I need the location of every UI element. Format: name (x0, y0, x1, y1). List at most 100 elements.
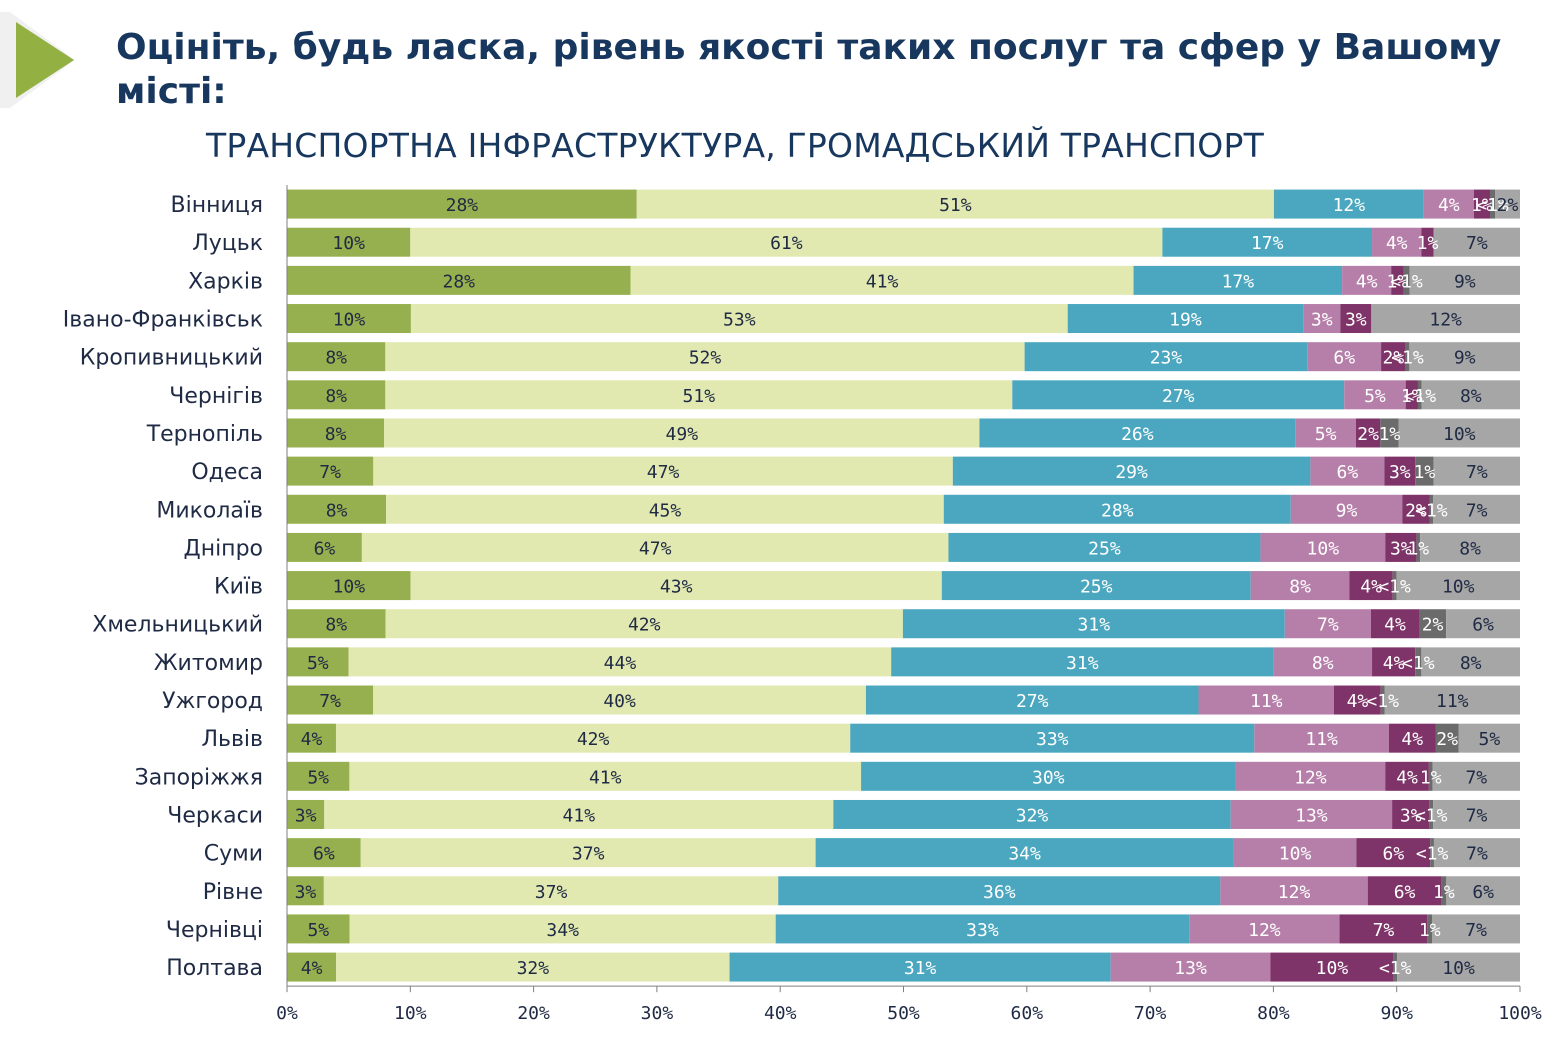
bar-segment (373, 456, 953, 486)
data-label: 7% (1466, 462, 1488, 483)
data-label: 10% (1443, 424, 1476, 445)
data-label: 31% (904, 958, 937, 979)
bar-segment (833, 799, 1231, 829)
bar-segment (1189, 914, 1340, 944)
bar-segment (348, 647, 892, 677)
data-label: 5% (1364, 386, 1386, 407)
bar-segment (385, 380, 1013, 410)
data-label: 3% (295, 882, 317, 903)
data-label: 41% (589, 767, 622, 788)
bar-segment (1433, 456, 1520, 486)
data-label: 5% (1315, 424, 1337, 445)
x-tick-label: 50% (887, 1003, 920, 1024)
data-label: <1% (1402, 653, 1435, 674)
bar-segment (941, 571, 1251, 601)
bar-segment (1024, 342, 1308, 372)
data-label: 2% (1497, 195, 1519, 216)
bar-segment (1403, 265, 1410, 295)
bar-segment (775, 914, 1190, 944)
data-label: 5% (307, 767, 329, 788)
category-label: Хмельницький (92, 613, 263, 638)
data-label: 2% (1436, 729, 1458, 750)
category-label: Луцьк (192, 231, 263, 256)
bar-segment (1420, 532, 1520, 562)
data-label: 4% (1386, 233, 1408, 254)
data-label: 7% (1465, 920, 1487, 941)
data-label: 8% (1460, 653, 1482, 674)
data-label: 13% (1295, 805, 1328, 826)
bar-segment (1441, 876, 1447, 906)
bar-segment (1385, 532, 1417, 562)
bar-segment (1356, 418, 1381, 448)
bar-segment (410, 304, 1068, 334)
data-label: 9% (1454, 271, 1476, 292)
bar-segment (1310, 456, 1385, 486)
data-label: 12% (1248, 920, 1281, 941)
data-label: 31% (1078, 615, 1111, 636)
bar-segment (1495, 189, 1520, 219)
category-label: Київ (214, 575, 263, 600)
bar-segment (1303, 304, 1341, 334)
bar-segment (943, 494, 1291, 524)
bar-segment (1402, 494, 1430, 524)
bar-segment (1230, 799, 1393, 829)
data-label: 7% (1317, 615, 1339, 636)
data-label: 8% (325, 615, 347, 636)
bar-segment (729, 952, 1111, 982)
data-label: 6% (313, 844, 335, 865)
bar-segment (1380, 685, 1385, 715)
data-label: <1% (1404, 386, 1437, 407)
data-label: 37% (572, 844, 605, 865)
data-label: 6% (1337, 462, 1359, 483)
bar-segment (287, 532, 362, 562)
bar-segment (1409, 265, 1520, 295)
bar-segment (287, 571, 411, 601)
bar-segment (287, 265, 631, 295)
chart-title: Оцініть, будь ласка, рівень якості таких… (116, 27, 1502, 112)
data-label: 3% (295, 805, 317, 826)
data-label: 7% (1373, 920, 1395, 941)
data-label: <1% (1476, 195, 1509, 216)
category-label: Чернігів (169, 384, 263, 409)
bar-segment (815, 838, 1234, 868)
data-label: 51% (939, 195, 972, 216)
data-label: 31% (1066, 653, 1099, 674)
data-label: 45% (649, 500, 682, 521)
bar-segment (287, 494, 387, 524)
data-label: 4% (301, 958, 323, 979)
data-label: 1% (1379, 424, 1401, 445)
x-tick-label: 60% (1011, 1003, 1044, 1024)
bar-segment (287, 304, 411, 334)
bar-segment (1490, 189, 1496, 219)
data-label: 4% (1383, 653, 1405, 674)
data-label: 6% (1472, 882, 1494, 903)
x-tick-label: 70% (1134, 1003, 1167, 1024)
data-label: 1% (1417, 233, 1439, 254)
bar-segment (1391, 265, 1404, 295)
bar-segment (1427, 914, 1433, 944)
bar-segment (1432, 761, 1520, 791)
bar-segment (1433, 799, 1520, 829)
data-label: 10% (332, 233, 365, 254)
bar-segment (287, 838, 361, 868)
data-label: 40% (603, 691, 636, 712)
data-label: 5% (1479, 729, 1501, 750)
data-label: 6% (314, 538, 336, 559)
bar-segment (850, 723, 1255, 753)
data-label: 61% (770, 233, 803, 254)
data-label: 34% (1008, 844, 1041, 865)
bar-segment (1432, 914, 1520, 944)
data-label: 10% (333, 577, 366, 598)
bar-segment (1162, 227, 1373, 257)
data-label: 26% (1121, 424, 1154, 445)
bar-segment (902, 609, 1285, 639)
bar-segment (1133, 265, 1343, 295)
bar-segment (410, 571, 942, 601)
data-label: 41% (563, 805, 596, 826)
data-label: 10% (1316, 958, 1349, 979)
category-label: Миколаїв (156, 498, 263, 523)
data-label: 17% (1251, 233, 1284, 254)
x-tick-label: 0% (276, 1003, 298, 1024)
data-label: 8% (1459, 538, 1481, 559)
data-label: <1% (1378, 577, 1411, 598)
